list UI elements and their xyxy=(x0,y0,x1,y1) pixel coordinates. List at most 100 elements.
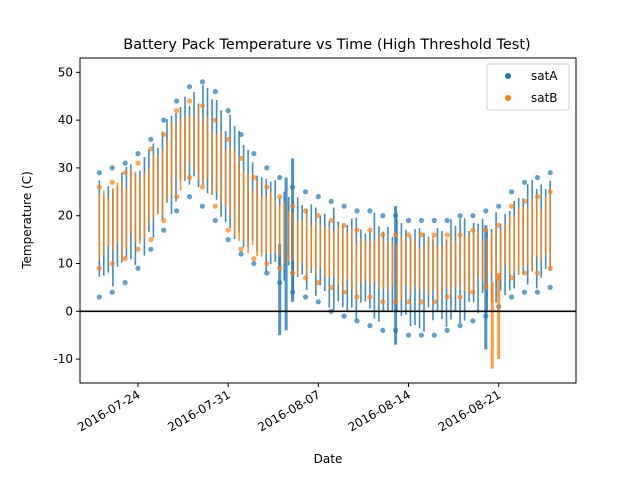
series-satb-point-low-9 xyxy=(212,203,218,209)
series-satb-point-high-24 xyxy=(405,232,412,238)
series-satb-point-high-3 xyxy=(135,160,141,166)
series-sata-point-high-32 xyxy=(509,189,515,195)
series-satb-point-high-35 xyxy=(547,189,553,195)
series-satb-point-high-7 xyxy=(186,98,193,104)
series-satb-point-low-20 xyxy=(354,294,360,300)
series-sata-point-high-33 xyxy=(521,179,528,185)
series-sata-point-low-8 xyxy=(199,203,205,209)
series-satb-point-low-30 xyxy=(483,284,489,290)
axes-frame xyxy=(79,57,577,384)
plot-area xyxy=(80,79,576,369)
x-axis-label: Date xyxy=(314,452,343,466)
series-sata-point-low-13 xyxy=(264,270,270,276)
series-satb xyxy=(96,98,553,369)
legend: satA satB xyxy=(486,63,570,111)
series-satb-point-high-31 xyxy=(496,222,502,228)
series-satb-point-low-22 xyxy=(380,299,386,305)
series-satb-point-low-0 xyxy=(96,265,102,271)
series-satb-point-low-5 xyxy=(161,217,167,224)
series-sata-point-high-6 xyxy=(174,98,180,104)
series-satb-point-low-13 xyxy=(264,260,270,267)
series-satb-point-high-34 xyxy=(534,194,541,200)
series-sata-point-high-34 xyxy=(534,174,541,181)
series-sata-point-low-4 xyxy=(148,246,154,252)
series-satb-point-low-2 xyxy=(122,256,128,262)
series-satb-point-low-15 xyxy=(290,270,296,276)
series-satb-point-low-21 xyxy=(367,294,373,300)
series-sata-point-low-1 xyxy=(109,289,115,295)
series-satb-point-low-18 xyxy=(328,284,334,290)
legend-marker-satb xyxy=(505,95,511,101)
series-satb-point-low-23 xyxy=(393,299,399,305)
series-satb-point-low-1 xyxy=(109,260,115,267)
series-satb-point-high-12 xyxy=(251,174,257,181)
y-tick-label-6: 50 xyxy=(58,65,73,79)
y-tick-label-3: 20 xyxy=(58,209,73,223)
series-satb-point-high-14 xyxy=(277,194,283,200)
series-sata-point-high-24 xyxy=(405,217,412,224)
series-sata-point-high-19 xyxy=(341,203,347,209)
y-tick-label-4: 30 xyxy=(58,161,73,175)
series-satb-point-high-6 xyxy=(174,108,180,114)
series-sata-point-low-35 xyxy=(547,284,553,290)
series-sata-point-low-10 xyxy=(225,237,231,243)
series-sata-point-high-35 xyxy=(547,170,553,176)
series-sata-point-high-3 xyxy=(135,151,141,157)
y-axis: -10 0 10 20 30 40 50 xyxy=(53,65,80,366)
series-sata-point-high-5 xyxy=(161,117,167,123)
series-sata-point-high-14 xyxy=(277,174,283,181)
series-sata-point-high-16 xyxy=(302,189,309,195)
legend-marker-sata xyxy=(505,73,511,79)
series-sata-point-high-27 xyxy=(444,217,450,224)
series-satb-point-high-11 xyxy=(238,155,244,161)
series-satb-point-high-0 xyxy=(96,184,102,190)
series-satb-point-low-16 xyxy=(302,275,309,281)
series-satb-point-high-15 xyxy=(290,203,296,209)
y-tick-label-2: 10 xyxy=(58,257,73,271)
series-sata-point-low-17 xyxy=(315,299,321,305)
series-sata-point-high-28 xyxy=(457,213,463,219)
series-satb-point-high-10 xyxy=(225,136,231,142)
series-sata-point-low-9 xyxy=(212,217,218,224)
series-satb-point-high-28 xyxy=(457,232,463,238)
series-satb-point-high-23 xyxy=(393,232,399,238)
y-tick-label-5: 40 xyxy=(58,113,73,127)
y-tick-label-0: -10 xyxy=(53,352,73,366)
series-satb-point-high-26 xyxy=(431,232,437,238)
series-satb-point-low-34 xyxy=(534,270,541,276)
series-sata-point-low-33 xyxy=(521,289,528,295)
series-satb-point-low-7 xyxy=(186,174,193,181)
series-satb-point-low-35 xyxy=(547,265,553,271)
series-sata-point-high-22 xyxy=(380,213,386,219)
y-axis-label: Temperature (C) xyxy=(20,171,34,270)
series-satb-point-high-2 xyxy=(122,170,128,176)
series-satb-point-low-28 xyxy=(457,294,463,300)
series-sata-point-low-16 xyxy=(302,294,309,300)
series-sata-point-high-12 xyxy=(251,151,257,157)
series-sata-point-high-1 xyxy=(109,165,115,171)
series-satb-point-high-33 xyxy=(521,198,528,204)
series-layer xyxy=(96,79,553,369)
series-sata-point-low-34 xyxy=(534,289,541,295)
series-satb-point-high-16 xyxy=(302,208,309,214)
series-satb-point-low-24 xyxy=(405,299,412,305)
series-sata-point-low-20 xyxy=(354,318,360,324)
series-sata-point-high-21 xyxy=(367,208,373,214)
series-satb-point-high-21 xyxy=(367,227,373,233)
series-satb-point-low-8 xyxy=(199,184,205,190)
series-sata-point-low-7 xyxy=(186,194,193,200)
series-sata-point-high-18 xyxy=(328,198,334,204)
series-sata-point-low-22 xyxy=(380,327,386,333)
series-satb-point-high-5 xyxy=(161,131,167,138)
series-satb-point-high-32 xyxy=(509,203,515,209)
series-sata-point-low-12 xyxy=(251,260,257,267)
series-sata-point-low-32 xyxy=(509,294,515,300)
y-tick-label-1: 0 xyxy=(65,304,73,318)
series-satb-point-low-11 xyxy=(238,246,244,252)
series-sata-point-high-17 xyxy=(315,194,321,200)
series-satb-point-high-17 xyxy=(315,213,321,219)
series-satb-point-low-27 xyxy=(444,294,450,300)
series-satb-point-high-9 xyxy=(212,117,218,123)
